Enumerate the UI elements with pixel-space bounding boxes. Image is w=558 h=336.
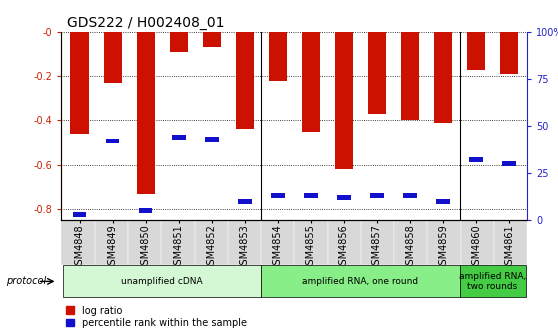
Bar xyxy=(104,32,122,83)
Bar xyxy=(467,32,485,70)
Bar xyxy=(368,32,386,114)
Text: protocol: protocol xyxy=(6,277,46,286)
Bar xyxy=(205,137,219,141)
Bar xyxy=(469,158,483,162)
Text: GDS222 / H002408_01: GDS222 / H002408_01 xyxy=(67,16,224,30)
Bar xyxy=(403,193,417,198)
Bar xyxy=(500,32,518,74)
Bar xyxy=(106,139,119,143)
Text: amplified RNA,
two rounds: amplified RNA, two rounds xyxy=(459,272,526,291)
Bar xyxy=(502,161,516,166)
Bar xyxy=(137,32,155,194)
Bar xyxy=(370,193,384,198)
Legend: log ratio, percentile rank within the sample: log ratio, percentile rank within the sa… xyxy=(66,305,247,328)
Bar xyxy=(170,32,188,52)
Text: amplified RNA, one round: amplified RNA, one round xyxy=(302,277,418,286)
Bar xyxy=(70,32,89,134)
Bar xyxy=(238,199,252,204)
Bar xyxy=(401,32,419,121)
Bar xyxy=(335,32,353,169)
Text: unamplified cDNA: unamplified cDNA xyxy=(121,277,203,286)
Bar xyxy=(302,32,320,131)
Bar xyxy=(172,135,185,140)
Bar xyxy=(269,32,287,81)
Bar xyxy=(203,32,221,47)
Bar xyxy=(434,32,452,123)
Bar xyxy=(73,212,86,217)
Bar xyxy=(139,208,152,213)
Bar xyxy=(235,32,254,129)
Bar xyxy=(271,193,285,198)
Bar xyxy=(337,195,351,200)
Bar xyxy=(436,199,450,204)
Bar xyxy=(304,193,318,198)
